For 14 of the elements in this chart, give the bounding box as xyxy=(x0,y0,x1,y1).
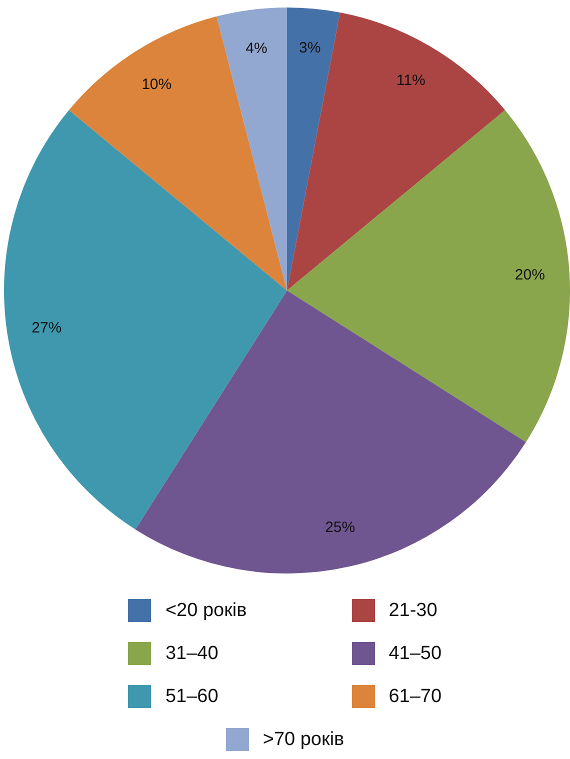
data-label: 11% xyxy=(396,72,426,90)
data-label: 25% xyxy=(325,519,356,536)
legend-label: 51–60 xyxy=(165,686,218,708)
data-label: 20% xyxy=(514,266,545,284)
data-label: 10% xyxy=(142,76,172,94)
data-label: 3% xyxy=(299,39,321,56)
legend-label: <20 років xyxy=(165,600,247,622)
data-label: 27% xyxy=(32,320,62,337)
legend-label: >70 років xyxy=(262,728,344,750)
data-label: 4% xyxy=(246,40,268,58)
legend-label: 61–70 xyxy=(388,686,442,708)
legend-label: 31–40 xyxy=(165,642,218,664)
legend-label: 41–50 xyxy=(388,642,442,664)
legend-label: 21-30 xyxy=(388,600,438,622)
